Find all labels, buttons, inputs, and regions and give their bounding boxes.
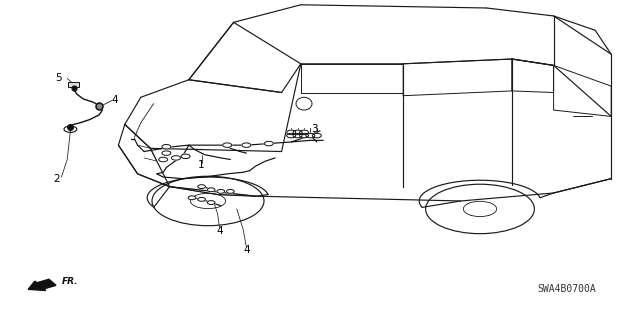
Text: 4: 4 <box>216 226 223 236</box>
Text: 4: 4 <box>112 94 118 105</box>
Circle shape <box>312 133 321 138</box>
Circle shape <box>293 133 302 138</box>
Circle shape <box>188 196 196 200</box>
Circle shape <box>159 157 168 162</box>
FancyArrow shape <box>28 279 56 291</box>
Circle shape <box>287 130 296 135</box>
Circle shape <box>293 130 302 135</box>
Text: 4: 4 <box>243 245 250 256</box>
Text: FR.: FR. <box>62 277 79 286</box>
Text: 3: 3 <box>312 124 318 134</box>
Circle shape <box>300 130 308 135</box>
Circle shape <box>162 151 171 155</box>
Circle shape <box>306 133 315 138</box>
Circle shape <box>207 188 215 192</box>
Text: 2: 2 <box>53 174 60 184</box>
Circle shape <box>227 189 234 193</box>
Circle shape <box>217 189 225 193</box>
Text: SWA4B0700A: SWA4B0700A <box>537 284 596 294</box>
Circle shape <box>207 201 215 204</box>
Circle shape <box>242 143 251 147</box>
Circle shape <box>287 133 296 138</box>
Circle shape <box>181 154 190 159</box>
FancyBboxPatch shape <box>68 82 79 87</box>
Circle shape <box>264 141 273 146</box>
Circle shape <box>300 133 308 138</box>
Circle shape <box>223 143 232 147</box>
Circle shape <box>198 185 205 189</box>
Text: 5: 5 <box>55 73 61 83</box>
Circle shape <box>198 197 205 201</box>
Circle shape <box>162 145 171 149</box>
Text: 1: 1 <box>198 160 205 170</box>
Circle shape <box>172 156 180 160</box>
